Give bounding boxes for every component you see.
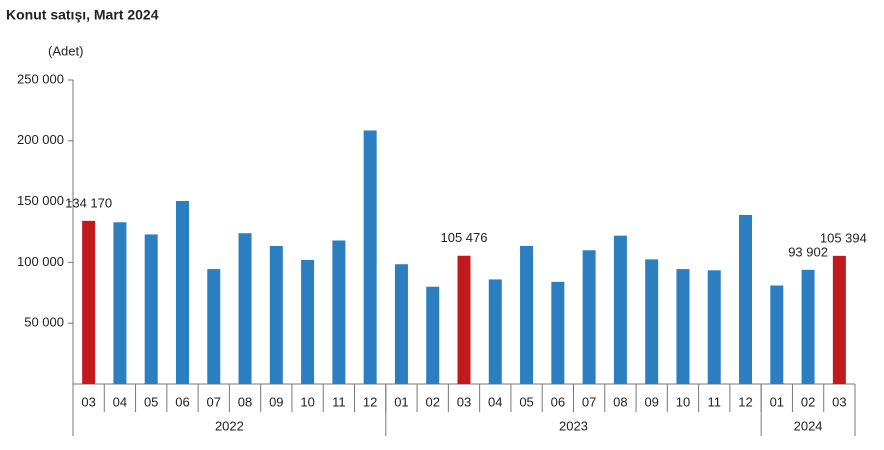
bar: [613, 235, 627, 384]
x-tick-label: 01: [770, 394, 784, 409]
y-tick-label: 150 000: [17, 193, 64, 208]
bar: [175, 200, 189, 384]
bar: [832, 255, 846, 384]
value-label: 105 394: [820, 230, 867, 245]
x-tick-label: 04: [113, 394, 127, 409]
x-tick-label: 05: [519, 394, 533, 409]
bar: [645, 259, 659, 384]
bar: [426, 286, 440, 384]
value-label: 134 170: [65, 195, 112, 210]
bar: [520, 245, 534, 384]
bar: [269, 245, 283, 384]
x-tick-label: 03: [832, 394, 846, 409]
y-axis-label: (Adet): [48, 43, 83, 58]
bar: [332, 240, 346, 384]
value-label: 93 902: [788, 244, 828, 259]
bar: [394, 264, 408, 384]
y-tick-label: 250 000: [17, 71, 64, 86]
bar: [707, 270, 721, 384]
bar: [801, 269, 815, 384]
bar: [457, 255, 471, 384]
bar: [488, 279, 502, 384]
x-tick-label: 10: [676, 394, 690, 409]
x-tick-label: 02: [801, 394, 815, 409]
bar: [207, 269, 221, 384]
x-tick-label: 11: [332, 394, 346, 409]
x-tick-label: 11: [707, 394, 721, 409]
y-tick-label: 200 000: [17, 132, 64, 147]
x-tick-label: 08: [613, 394, 627, 409]
bar: [301, 259, 315, 384]
x-tick-label: 12: [363, 394, 377, 409]
bar: [551, 281, 565, 384]
group-label: 2024: [794, 418, 823, 433]
x-tick-label: 09: [644, 394, 658, 409]
x-tick-label: 02: [425, 394, 439, 409]
bar: [82, 220, 96, 384]
x-tick-label: 01: [394, 394, 408, 409]
x-tick-label: 06: [551, 394, 565, 409]
x-tick-label: 07: [207, 394, 221, 409]
bar: [144, 234, 158, 384]
x-tick-label: 05: [144, 394, 158, 409]
y-tick-label: 50 000: [24, 315, 64, 330]
x-tick-label: 12: [738, 394, 752, 409]
bar: [582, 250, 596, 384]
x-tick-label: 06: [175, 394, 189, 409]
x-tick-label: 07: [582, 394, 596, 409]
bar: [363, 130, 377, 384]
bar: [113, 222, 127, 384]
bar: [676, 269, 690, 384]
x-tick-label: 08: [238, 394, 252, 409]
x-tick-label: 03: [457, 394, 471, 409]
x-tick-label: 09: [269, 394, 283, 409]
x-tick-label: 10: [300, 394, 314, 409]
group-label: 2022: [215, 418, 244, 433]
group-label: 2023: [559, 418, 588, 433]
y-tick-label: 100 000: [17, 254, 64, 269]
bar: [739, 214, 753, 384]
x-tick-label: 03: [81, 394, 95, 409]
chart-title: Konut satışı, Mart 2024: [6, 7, 159, 23]
value-label: 105 476: [441, 230, 488, 245]
bar: [238, 233, 252, 384]
x-tick-label: 04: [488, 394, 502, 409]
bar: [770, 285, 784, 384]
